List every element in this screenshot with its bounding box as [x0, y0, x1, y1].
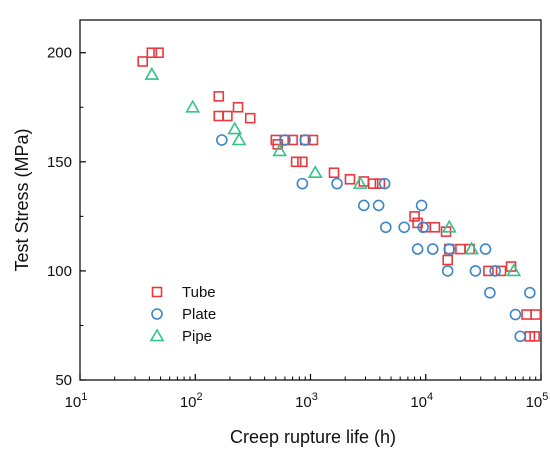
- x-tick-label: 105: [526, 391, 549, 411]
- tube-point: [146, 47, 158, 59]
- y-tick-label: 50: [55, 372, 72, 389]
- y-axis-title: Test Stress (MPa): [12, 128, 32, 271]
- plate-point: [415, 199, 428, 212]
- tube-point: [529, 331, 540, 342]
- plate-point: [514, 330, 527, 343]
- plate-point: [279, 134, 291, 146]
- plate-point: [484, 286, 496, 299]
- plate-point: [509, 308, 522, 321]
- pipe-point: [272, 143, 288, 157]
- x-tick-label: 104: [410, 391, 433, 411]
- legend-label-plate: Plate: [182, 306, 216, 323]
- x-axis-title: Creep rupture life (h): [230, 427, 396, 447]
- y-tick-label: 100: [47, 263, 72, 280]
- pipe-point: [506, 263, 522, 277]
- tube-point: [367, 178, 379, 189]
- tube-point: [521, 309, 532, 320]
- plate-point: [357, 199, 370, 212]
- plate-point: [441, 265, 454, 277]
- tube-point: [409, 211, 420, 222]
- legend-marker-tube: [151, 286, 163, 298]
- tube-point: [374, 178, 386, 189]
- plate-point: [417, 221, 429, 234]
- x-tick-label: 101: [65, 391, 88, 411]
- pipe-point: [144, 66, 160, 80]
- plate-point: [331, 177, 343, 190]
- pipe-point: [185, 99, 201, 113]
- plate-point: [296, 177, 309, 190]
- plate-point: [378, 177, 391, 190]
- plate-point: [426, 243, 439, 255]
- tube-point: [455, 243, 466, 255]
- tube-point: [483, 265, 494, 277]
- tube-point: [344, 173, 356, 185]
- tube-point: [328, 167, 340, 179]
- pipe-point: [307, 165, 323, 179]
- plate-point: [411, 243, 424, 255]
- tube-point: [222, 110, 233, 122]
- tube-point: [213, 110, 225, 122]
- tube-point: [287, 134, 298, 146]
- tube-point: [290, 156, 302, 168]
- pipe-point: [231, 132, 247, 146]
- x-axis-ticks: 101 102 103 104 105: [65, 374, 549, 411]
- pipe-point: [352, 176, 368, 189]
- plate-point: [479, 243, 492, 255]
- legend-marker-plate: [151, 308, 163, 320]
- tube-point: [137, 56, 149, 67]
- legend: Tube Plate Pipe: [149, 284, 216, 345]
- tube-point: [495, 265, 507, 277]
- plate-point: [469, 265, 482, 277]
- y-axis-ticks: 50 100 150 200: [47, 45, 86, 389]
- pipe-point: [227, 121, 243, 135]
- tube-point: [244, 112, 256, 124]
- series-plate: [216, 134, 536, 343]
- tube-point: [530, 309, 542, 320]
- legend-label-tube: Tube: [182, 284, 216, 301]
- tube-point: [429, 221, 441, 233]
- pipe-point: [441, 219, 457, 233]
- x-tick-label: 103: [295, 391, 318, 411]
- plate-point: [372, 199, 385, 212]
- pipe-point: [464, 241, 479, 255]
- tube-point: [213, 91, 225, 102]
- x-tick-label: 102: [180, 391, 203, 411]
- tube-point: [232, 101, 244, 113]
- legend-marker-pipe: [149, 328, 165, 342]
- plate-point: [524, 286, 536, 299]
- plate-point: [398, 221, 410, 234]
- data-points: [137, 47, 542, 343]
- plate-point: [379, 221, 392, 234]
- tube-point: [153, 47, 164, 59]
- plate-point: [489, 265, 501, 277]
- legend-label-pipe: Pipe: [182, 328, 212, 345]
- series-pipe: [144, 66, 522, 277]
- plate-point: [443, 243, 456, 255]
- plate-point: [216, 134, 228, 146]
- y-tick-label: 200: [47, 45, 72, 62]
- y-tick-label: 150: [47, 154, 72, 171]
- tube-point: [442, 254, 453, 266]
- tube-point: [307, 134, 319, 146]
- plate-point: [299, 134, 312, 146]
- tube-point: [297, 156, 308, 168]
